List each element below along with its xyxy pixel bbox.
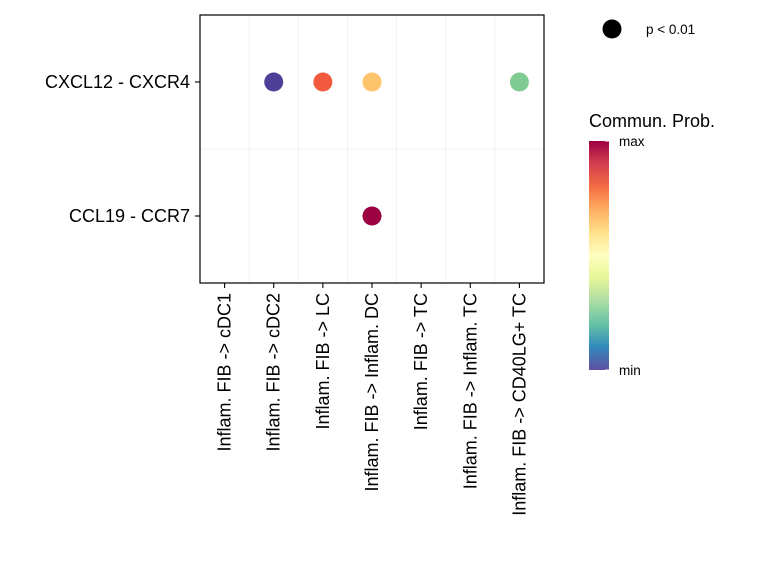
- data-point: [362, 206, 382, 226]
- pvalue-legend-label: p < 0.01: [646, 22, 695, 37]
- x-tick-label: Inflam. FIB -> Inflam. DC: [362, 293, 382, 492]
- colorbar: [589, 141, 609, 370]
- data-point: [313, 72, 333, 92]
- data-point: [264, 72, 284, 92]
- colorbar-min-label: min: [619, 363, 641, 378]
- y-tick-label: CXCL12 - CXCR4: [45, 72, 190, 92]
- data-point: [362, 72, 382, 92]
- y-axis: CXCL12 - CXCR4 CCL19 - CCR7: [45, 72, 200, 226]
- x-tick-label: Inflam. FIB -> CD40LG+ TC: [509, 293, 529, 516]
- colorbar-legend: Commun. Prob. max min: [589, 111, 715, 378]
- x-tick-label: Inflam. FIB -> cDC1: [215, 293, 235, 452]
- data-point: [509, 72, 529, 92]
- x-axis: Inflam. FIB -> cDC1 Inflam. FIB -> cDC2 In…: [215, 283, 529, 516]
- colorbar-title: Commun. Prob.: [589, 111, 715, 131]
- pvalue-legend: p < 0.01: [602, 19, 695, 39]
- x-tick-label: Inflam. FIB -> Inflam. TC: [460, 293, 480, 489]
- x-tick-label: Inflam. FIB -> cDC2: [264, 293, 284, 452]
- colorbar-max-label: max: [619, 134, 645, 149]
- pvalue-legend-key: [602, 19, 622, 39]
- y-tick-label: CCL19 - CCR7: [69, 206, 190, 226]
- data-points: [264, 72, 529, 226]
- x-tick-label: Inflam. FIB -> LC: [313, 293, 333, 430]
- grid-lines: [200, 15, 544, 283]
- x-tick-label: Inflam. FIB -> TC: [411, 293, 431, 430]
